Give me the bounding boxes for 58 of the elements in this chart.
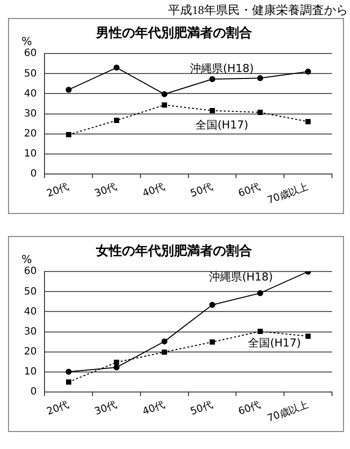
point [66, 379, 72, 385]
x-tick-label: 50代 [189, 182, 214, 200]
x-tick-label: 70歳以上 [266, 398, 310, 425]
x-tick-label: 70歳以上 [266, 180, 310, 207]
point [66, 368, 72, 375]
y-tick-label: 50 [24, 68, 37, 80]
y-tick-label: 40 [24, 88, 37, 100]
y-axis-title: % [22, 252, 32, 266]
y-tick-label: 30 [24, 326, 37, 338]
x-tick-label: 30代 [93, 400, 118, 418]
point [258, 110, 263, 116]
point [161, 91, 168, 98]
point [305, 68, 312, 75]
y-tick-label: 10 [24, 366, 37, 378]
point [210, 339, 215, 345]
point [114, 360, 120, 365]
point [257, 75, 264, 82]
point [305, 119, 311, 124]
x-tick-label: 50代 [189, 400, 214, 418]
point [114, 118, 120, 124]
point [66, 132, 72, 138]
point [209, 76, 216, 82]
y-tick-label: 0 [30, 386, 37, 398]
series-label: 沖縄県(H18) [190, 62, 254, 76]
series-label: 沖縄県(H18) [209, 270, 273, 284]
series-label: 全国(H17) [195, 118, 248, 132]
y-tick-label: 20 [24, 346, 37, 358]
point [258, 328, 263, 334]
point [161, 338, 168, 344]
x-tick-label: 20代 [45, 400, 71, 418]
point [114, 364, 120, 370]
x-tick-label: 40代 [141, 400, 166, 418]
y-tick-label: 40 [24, 306, 37, 318]
y-tick-label: 20 [24, 128, 37, 140]
x-tick-label: 60代 [236, 182, 262, 200]
x-tick-label: 20代 [45, 182, 71, 200]
y-tick-label: 0 [30, 168, 37, 180]
point [162, 349, 168, 355]
x-tick-label: 60代 [236, 400, 262, 418]
y-tick-label: 10 [24, 148, 37, 160]
point [257, 290, 264, 296]
y-tick-label: 60 [24, 48, 37, 60]
text: 平成18年県民・健康栄養調査から [167, 2, 348, 18]
x-tick-label: 40代 [141, 182, 166, 200]
point [114, 64, 120, 71]
point [162, 102, 168, 108]
y-axis-title: % [22, 34, 32, 48]
x-tick-label: 30代 [93, 182, 118, 200]
chart-title: 男性の年代別肥満者の割合 [95, 25, 252, 42]
y-tick-label: 60 [24, 266, 37, 278]
chart-title: 女性の年代別肥満者の割合 [95, 243, 252, 260]
point [210, 108, 215, 114]
series-label: 全国(H17) [248, 336, 301, 350]
point [209, 302, 216, 308]
point [66, 86, 72, 93]
y-tick-label: 50 [24, 286, 37, 298]
point [305, 334, 311, 339]
y-tick-label: 30 [24, 108, 37, 120]
